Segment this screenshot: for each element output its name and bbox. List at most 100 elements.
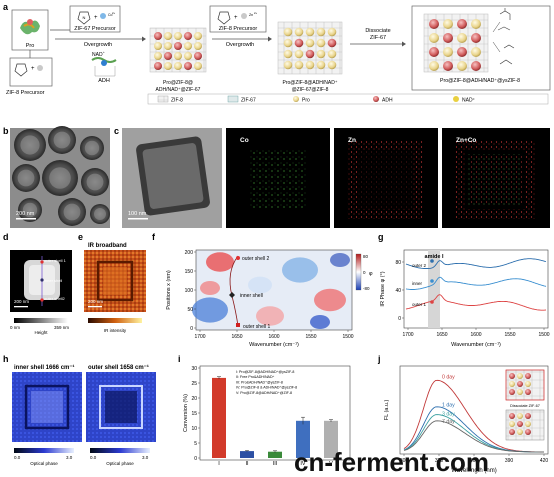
ir-broadband-title: IR broadband <box>88 243 127 249</box>
crystal-sphere <box>184 62 192 70</box>
crystal-sphere <box>517 373 523 379</box>
tem-particle-core <box>86 173 104 191</box>
reaction-molecules <box>492 8 515 65</box>
h-bar-title-left: Optical phase <box>30 461 58 466</box>
f-y-tick-label: 150 <box>185 269 194 275</box>
g-series-outer-1 <box>405 294 547 311</box>
crystal-sphere <box>294 49 304 59</box>
f-label-outer1: outer shell 1 <box>243 324 270 330</box>
nad-label: NAD <box>92 52 103 58</box>
legend-adh-icon <box>373 96 379 102</box>
g-y-tick-label: 40 <box>395 288 401 294</box>
crystal-sphere <box>525 413 531 419</box>
stage2-label-1: Pro@ZIF-8@ADH/NAD⁺ <box>282 80 337 86</box>
co-ion-label: Co <box>108 13 113 17</box>
pro-protein-icon <box>20 19 40 35</box>
tem-particle-core <box>20 135 40 155</box>
crystal-sphere <box>509 421 515 427</box>
crystal-sphere <box>429 61 439 71</box>
afm-bar-min: 0 nm <box>10 325 20 330</box>
crystal-sphere <box>525 381 531 387</box>
g-ylabel: IR Phase φ (°) <box>380 271 386 306</box>
crystal-sphere <box>194 42 202 50</box>
crystal-sphere <box>429 33 439 43</box>
legend-pro: Pro <box>302 98 310 104</box>
panel-d: d outer shell 1 inner shell outer shell2… <box>3 232 72 335</box>
g-curves <box>405 258 547 311</box>
i-y-tick-label: 25 <box>191 381 197 387</box>
panel-f: f outer shell 2 inner shell outer shell … <box>152 232 373 348</box>
crystal-sphere <box>283 60 293 70</box>
crystal-sphere <box>294 27 304 37</box>
crystal-sphere <box>316 38 326 48</box>
zinc-ion-icon <box>37 65 43 71</box>
h-bar-min-right: 0.0 <box>90 455 97 460</box>
crystal-sphere <box>316 27 326 37</box>
crystal-sphere <box>164 32 172 40</box>
crystal-sphere <box>305 38 315 48</box>
g-y-tick-label: 80 <box>395 260 401 266</box>
panel-h-letter: h <box>3 354 9 364</box>
i-category-label: I <box>218 461 220 467</box>
h-bar-title-right: Optical phase <box>106 461 134 466</box>
j-curves: 0 day 1 day 3 day 7 day <box>403 375 545 453</box>
crystal-sphere <box>174 52 182 60</box>
crystal-sphere <box>174 62 182 70</box>
crystal-sphere <box>305 27 315 37</box>
hyperspectral-blobs <box>192 252 350 329</box>
crystal-sphere <box>457 19 467 29</box>
stage1-label-2: ADH/NAD⁺@ZIF-67 <box>156 87 201 93</box>
i-legend-entry: I: Pro@ZIF-8@ADH/NAD⁺@ysZIF-8 <box>236 370 294 374</box>
j-series-7-day <box>403 420 544 453</box>
h-bar-max-left: 3.0 <box>66 455 73 460</box>
i-category-label: III <box>273 461 278 467</box>
g-x-tick-label: 1700 <box>402 332 413 338</box>
afm-label-outer2: outer shell2 <box>44 296 65 301</box>
h-bar-max-right: 3.0 <box>142 455 149 460</box>
crystal-sphere <box>184 52 192 60</box>
j-x-tick-label: 330 <box>435 458 444 464</box>
crystal-sphere <box>509 389 515 395</box>
i-category-label: V <box>329 461 333 467</box>
panel-a-legend: ZIF-8 ZIF-67 Pro ADH NAD⁺ <box>147 93 549 105</box>
tem-particle-core <box>53 131 71 149</box>
g-marker <box>430 259 434 263</box>
scale-label-b: 200 nm <box>16 211 35 217</box>
crystal-sphere <box>154 32 162 40</box>
f-y-tick-label: 50 <box>187 307 193 313</box>
crystal-sphere <box>316 60 326 70</box>
crystal-sphere <box>294 60 304 70</box>
crystal-sphere <box>457 33 467 43</box>
g-marker <box>430 300 434 304</box>
afm-colorbar <box>14 318 68 323</box>
crystal-sphere <box>154 42 162 50</box>
crystal-sphere <box>327 27 337 37</box>
i-y-tick-label: 10 <box>191 426 197 432</box>
g-x-tick-label: 1500 <box>538 332 549 338</box>
j-x-tick-label: 390 <box>505 458 514 464</box>
crystal-sphere <box>194 62 202 70</box>
overgrowth-label-2: Overgrowth <box>226 42 254 48</box>
panel-j: j 0 day 1 day 3 day 7 day 300 330 360 390 420 F… <box>377 354 548 474</box>
tem-particle-core <box>22 202 38 218</box>
pro-label: Pro <box>26 43 35 49</box>
zif8-precursor-label-bottom: ZIF-8 Precursor <box>6 90 45 96</box>
stage1-crystal <box>149 27 207 73</box>
svg-text:N: N <box>83 15 86 20</box>
g-series-outer-2 <box>405 258 547 269</box>
panel-h: h inner shell 1666 cm⁻¹ outer shell 1658… <box>3 354 156 466</box>
f-xlabel: Wavenumber (cm⁻¹) <box>249 342 299 348</box>
i-category-label: II <box>245 461 249 467</box>
crystal-sphere <box>184 42 192 50</box>
hyperspectral-blob <box>206 252 234 272</box>
g-label-outer1: outer 1 <box>412 302 427 307</box>
afm-label-inner: inner shell <box>44 278 62 283</box>
scale-label-c: 100 nm <box>128 211 147 217</box>
imidazole-icon: N <box>77 11 91 25</box>
overgrowth-label-1: Overgrowth <box>84 42 112 48</box>
j-series-label: 1 day <box>442 402 455 408</box>
tem-particle-core <box>63 203 81 221</box>
crystal-sphere <box>154 62 162 70</box>
f-cbar-max: 80 <box>363 254 369 259</box>
